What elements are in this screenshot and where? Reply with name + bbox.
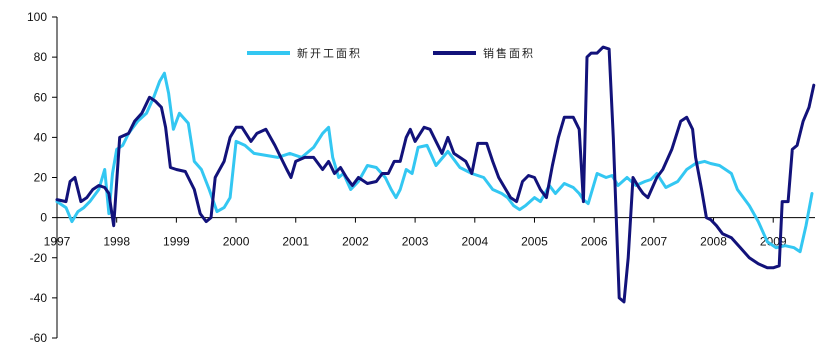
x-tick-label: 2001 — [282, 235, 309, 249]
x-axis: 1997 1998 1999 2000 2001 2002 2003 2004 2005 2006… — [44, 217, 815, 249]
x-tick-label: 2004 — [461, 235, 488, 249]
y-tick-label: 0 — [40, 211, 47, 225]
y-tick-label: -40 — [30, 291, 48, 305]
x-tick-label: 1998 — [103, 235, 130, 249]
y-tick-group: 100 80 60 40 20 0 -20 -40 -60 — [27, 10, 57, 345]
series-group — [55, 45, 816, 304]
y-tick-label: -20 — [30, 251, 48, 265]
legend-item-sales-area: 销售面积 — [433, 46, 535, 60]
legend-label-sales-area: 销售面积 — [483, 46, 535, 60]
x-tick-label: 2006 — [581, 235, 608, 249]
y-tick-label: 20 — [34, 171, 48, 185]
x-tick-label: 1997 — [44, 235, 71, 249]
x-tick-label: 2008 — [700, 235, 727, 249]
y-tick-label: 60 — [34, 90, 48, 104]
series-line-new-construction — [55, 71, 814, 254]
y-axis: 100 80 60 40 20 0 -20 -40 -60 — [27, 10, 58, 345]
legend: 新开工面积 销售面积 — [247, 46, 535, 60]
x-tick-label: 1999 — [163, 235, 190, 249]
x-tick-label: 2003 — [402, 235, 429, 249]
x-tick-label: 2000 — [223, 235, 250, 249]
x-tick-label: 2007 — [640, 235, 667, 249]
legend-label-new-construction: 新开工面积 — [297, 46, 362, 60]
legend-item-new-construction: 新开工面积 — [247, 46, 362, 60]
x-tick-label: 2005 — [521, 235, 548, 249]
y-tick-label: 80 — [34, 50, 48, 64]
series-line-sales-area — [55, 45, 816, 304]
x-tick-label: 2002 — [342, 235, 369, 249]
y-tick-label: -60 — [30, 331, 48, 345]
y-tick-label: 40 — [34, 130, 48, 144]
x-tick-group: 1997 1998 1999 2000 2001 2002 2003 2004 2005 2006… — [44, 217, 787, 249]
y-tick-label: 100 — [27, 10, 47, 24]
